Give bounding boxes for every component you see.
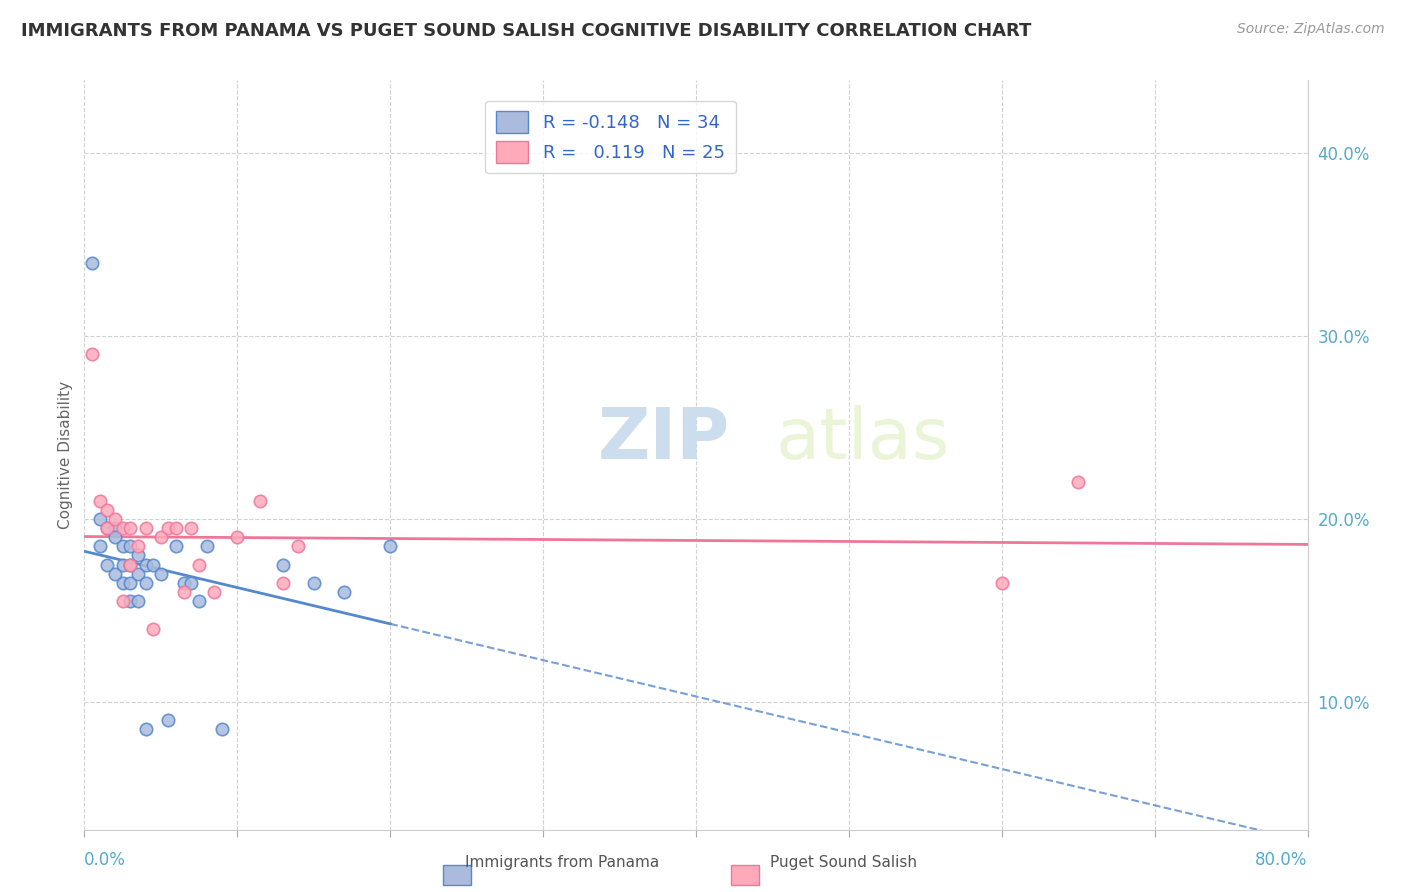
Point (80, 347, 103, 361)
Point (157, 521, 180, 535)
Point (202, 585, 225, 599)
Point (104, 521, 127, 535)
Point (96, 521, 118, 535)
Point (104, 566, 127, 581)
Point (271, 575, 294, 590)
Point (120, 575, 142, 590)
Point (180, 575, 202, 590)
Point (287, 539, 309, 553)
Point (188, 558, 211, 572)
Point (333, 585, 356, 599)
Point (111, 521, 134, 535)
Text: Source: ZipAtlas.com: Source: ZipAtlas.com (1237, 22, 1385, 37)
Point (149, 530, 172, 544)
Point (104, 530, 127, 544)
Point (180, 521, 202, 535)
Point (111, 539, 134, 553)
Point (96, 502, 118, 516)
Point (89, 512, 111, 526)
Point (111, 575, 134, 590)
Point (127, 539, 149, 553)
Point (120, 539, 142, 553)
Point (104, 512, 127, 526)
Text: 80.0%: 80.0% (1256, 852, 1308, 870)
Text: atlas: atlas (776, 406, 950, 475)
Point (271, 558, 294, 572)
Text: 0.0%: 0.0% (84, 852, 127, 870)
Point (195, 539, 218, 553)
Point (96, 558, 118, 572)
Point (149, 566, 172, 581)
Point (120, 521, 142, 535)
Point (127, 594, 149, 608)
Point (120, 558, 142, 572)
Point (80, 256, 103, 270)
Point (226, 530, 249, 544)
Point (1067, 475, 1090, 490)
Point (127, 549, 149, 563)
Point (173, 585, 195, 599)
Point (991, 575, 1014, 590)
Point (120, 558, 142, 572)
Point (157, 713, 180, 727)
Point (89, 539, 111, 553)
Point (188, 594, 211, 608)
Point (111, 594, 134, 608)
Point (142, 622, 165, 636)
Point (135, 521, 157, 535)
Legend: R = -0.148   N = 34, R =   0.119   N = 25: R = -0.148 N = 34, R = 0.119 N = 25 (485, 101, 735, 173)
Point (135, 575, 157, 590)
Point (111, 558, 134, 572)
Point (165, 539, 187, 553)
Point (127, 566, 149, 581)
Point (135, 558, 157, 572)
Point (165, 521, 187, 535)
Point (302, 575, 325, 590)
Point (249, 493, 271, 508)
Point (96, 521, 118, 535)
Text: IMMIGRANTS FROM PANAMA VS PUGET SOUND SALISH COGNITIVE DISABILITY CORRELATION CH: IMMIGRANTS FROM PANAMA VS PUGET SOUND SA… (21, 22, 1032, 40)
Point (142, 558, 165, 572)
Y-axis label: Cognitive Disability: Cognitive Disability (58, 381, 73, 529)
Text: Immigrants from Panama: Immigrants from Panama (465, 855, 659, 870)
Point (173, 575, 195, 590)
Point (89, 493, 111, 508)
Text: Puget Sound Salish: Puget Sound Salish (770, 855, 917, 870)
Point (120, 594, 142, 608)
Text: ZIP: ZIP (598, 406, 730, 475)
Point (211, 722, 233, 736)
Point (380, 539, 402, 553)
Point (135, 722, 157, 736)
